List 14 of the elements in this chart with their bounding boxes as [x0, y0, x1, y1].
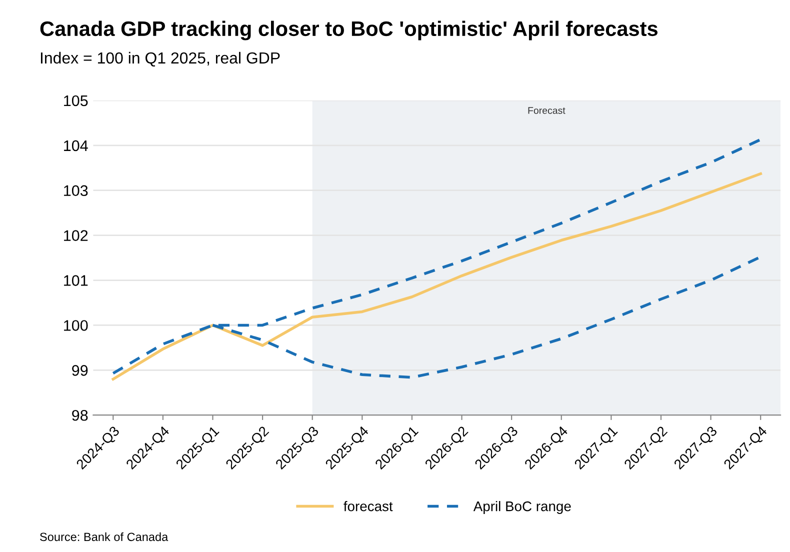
- band-label: Forecast: [528, 107, 566, 114]
- y-tick-label: 101: [64, 275, 88, 286]
- y-tick-label: 98: [72, 410, 88, 421]
- legend-label: April BoC range: [473, 501, 571, 514]
- source-note: Source: Bank of Canada: [40, 532, 168, 542]
- y-tick-label: 99: [72, 365, 88, 376]
- legend-label: forecast: [344, 501, 393, 512]
- y-tick-label: 105: [64, 95, 88, 106]
- y-tick-label: 102: [64, 230, 88, 241]
- y-tick-label: 104: [64, 140, 88, 152]
- y-tick-label: 103: [64, 185, 88, 196]
- y-tick-label: 100: [64, 320, 88, 331]
- chart-subtitle: Index = 100 in Q1 2025, real GDP: [40, 52, 280, 66]
- chart-title: Canada GDP tracking closer to BoC 'optimistic' April forecasts: [40, 20, 658, 40]
